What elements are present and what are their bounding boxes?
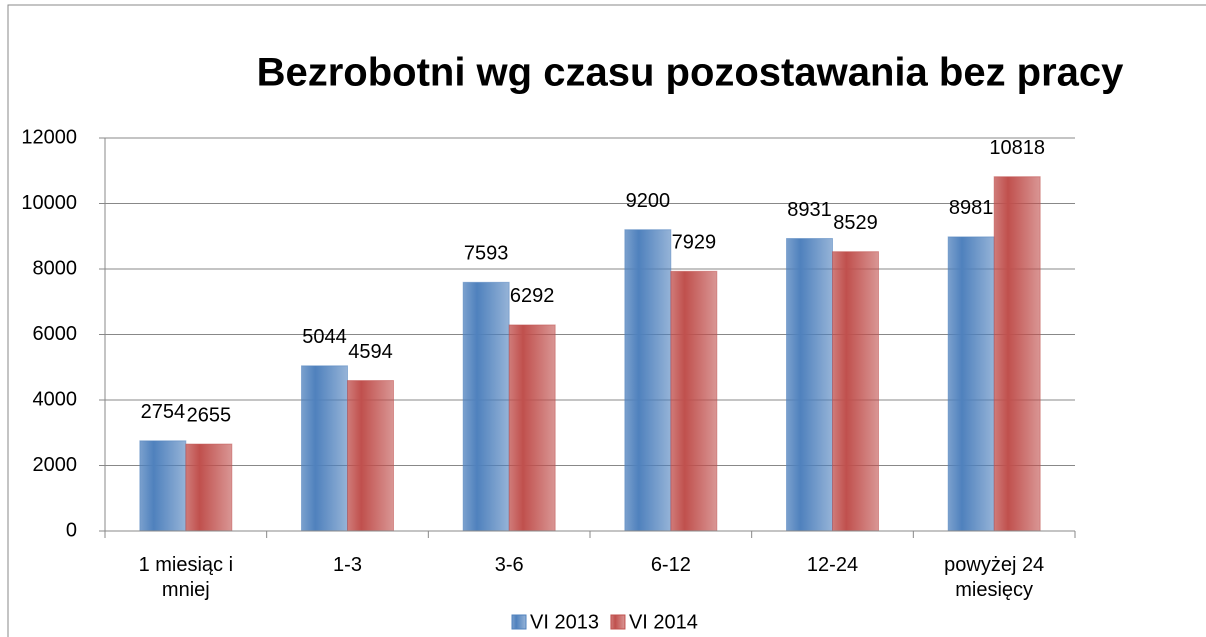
y-tick-label: 6000 [33,323,78,345]
y-tick-label: 4000 [33,388,78,410]
y-tick-label: 0 [66,519,77,541]
bar [993,176,1041,532]
data-label: 8981 [949,197,994,219]
x-tick-label: 1 miesiąc i mniej [138,554,234,601]
bar [301,365,348,532]
y-tick-label: 2000 [33,454,78,476]
y-tick-label: 10000 [21,192,77,214]
data-label: 8529 [833,212,878,234]
bar [462,281,510,532]
bar [508,324,556,532]
data-label: 6292 [510,285,555,307]
x-tick-label: 6-12 [650,554,691,576]
data-label: 5044 [302,326,347,348]
bar [347,380,394,532]
bar [786,238,833,532]
x-tick-label: 12-24 [806,554,859,576]
data-label: 4594 [348,341,393,363]
y-tick-label: 12000 [21,126,77,148]
data-label: 8931 [787,199,832,221]
bar [185,443,233,532]
x-tick-label: 3-6 [494,554,524,576]
bar [947,236,995,532]
data-label: 7593 [464,243,509,265]
legend-swatch [610,614,626,630]
x-tick-label: powyżej 24 miesięcy [944,554,1045,601]
chart-title: Bezrobotni wg czasu pozostawania bez pra… [257,51,1125,95]
chart-frame [7,4,1206,637]
bar [139,440,187,532]
x-tick-label: 1-3 [333,554,362,576]
data-label: 2655 [187,404,232,426]
bar [624,229,672,532]
bar [670,270,718,532]
data-label: 2754 [141,401,186,423]
data-label: 10818 [989,137,1045,159]
legend-label: VI 2013 [530,611,599,633]
legend-label: VI 2014 [629,611,698,633]
bar [832,251,879,532]
data-label: 9200 [626,190,671,212]
y-tick-label: 8000 [33,257,78,279]
legend-swatch [511,614,527,630]
data-label: 7929 [672,232,717,254]
